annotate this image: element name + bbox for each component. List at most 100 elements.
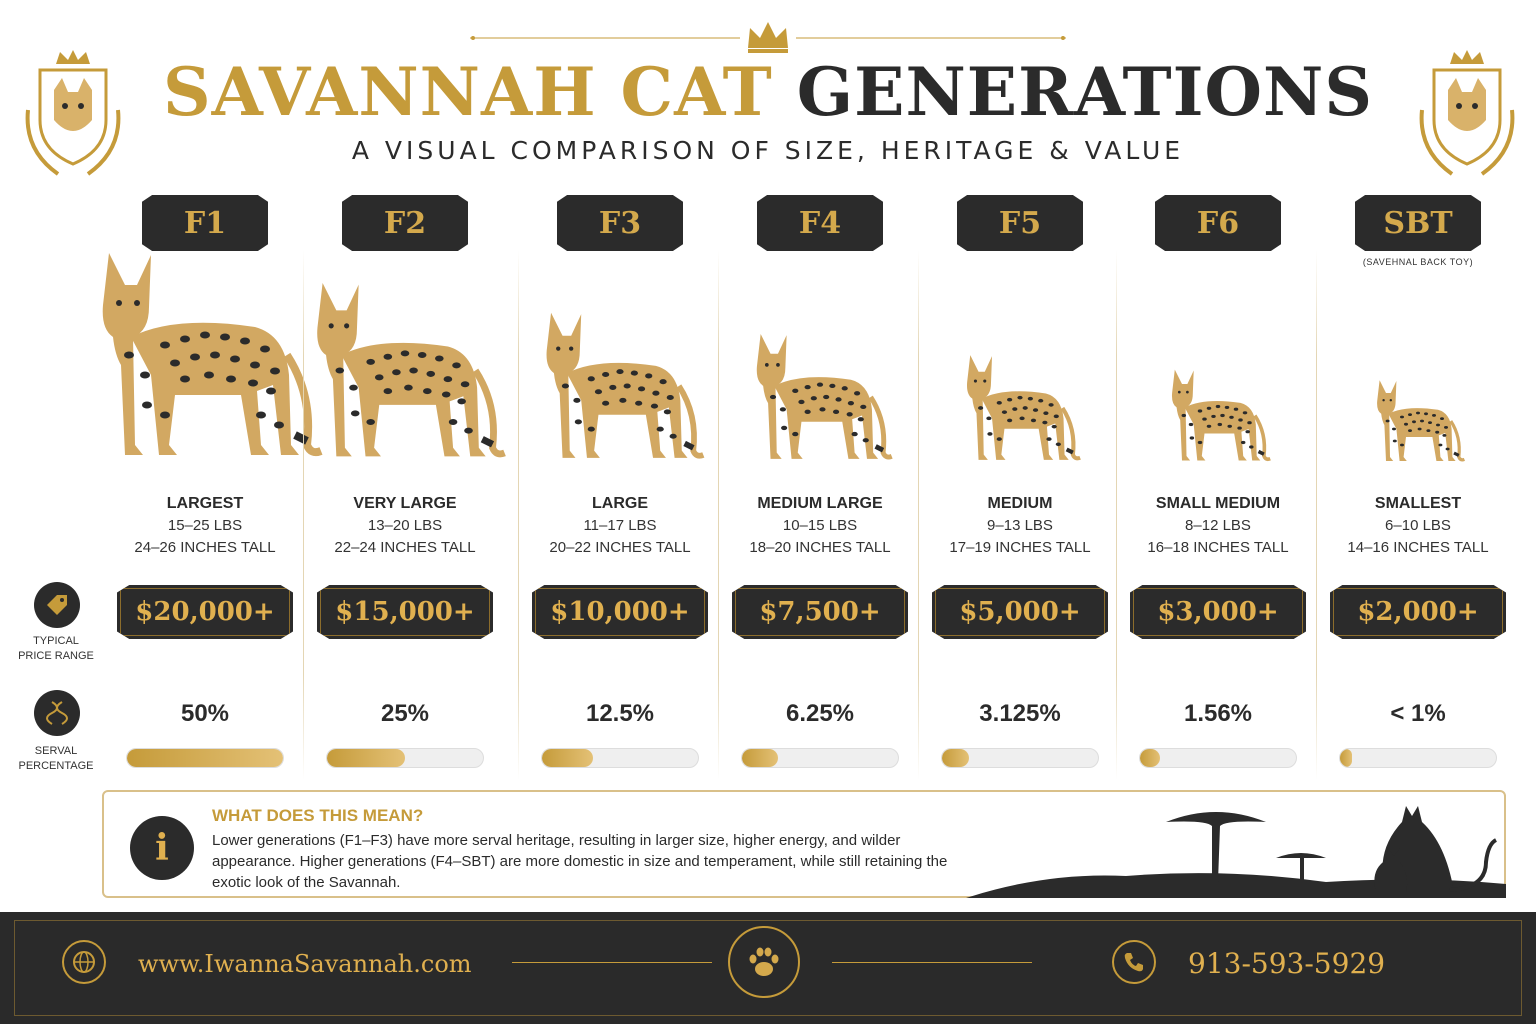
column-divider <box>1116 250 1117 780</box>
price-badge: $2,000+ <box>1330 585 1506 639</box>
info-title: WHAT DOES THIS MEAN? <box>212 806 424 825</box>
generation-column-f3: F3 LARGE 11–17 LBS 20–22 INCHES TALL $10,000… <box>520 195 720 780</box>
footer-divider <box>832 962 1032 963</box>
size-label: SMALLEST <box>1374 495 1462 512</box>
title-part1: SAVANNAH CAT <box>162 53 773 131</box>
size-label: MEDIUM LARGE <box>757 495 883 512</box>
price-badge: $15,000+ <box>317 585 493 639</box>
generation-column-f4: F4 MEDIUM LARGE 10–15 LBS 18–20 INCHES TALL… <box>720 195 920 780</box>
serval-bar <box>1339 748 1497 768</box>
serval-bar-fill <box>327 749 405 767</box>
generation-column-f5: F5 MEDIUM 9–13 LBS 17–19 INCHES TALL $5,000+… <box>920 195 1120 780</box>
info-box: i WHAT DOES THIS MEAN? Lower generations… <box>102 790 1506 898</box>
generation-badge: F1 <box>142 195 268 251</box>
height-range: 20–22 INCHES TALL <box>549 539 691 556</box>
price-badge: $5,000+ <box>932 585 1108 639</box>
serval-bar-fill <box>1340 749 1353 767</box>
serval-percentage: 3.125% <box>979 700 1061 727</box>
weight-range: 15–25 LBS <box>167 517 243 534</box>
serval-bar <box>326 748 484 768</box>
website-link[interactable]: www.IwannaSavannah.com <box>138 950 472 978</box>
serval-bar <box>741 748 899 768</box>
weight-range: 9–13 LBS <box>987 517 1053 534</box>
height-range: 17–19 INCHES TALL <box>949 539 1091 556</box>
cat-crest-icon <box>25 50 121 176</box>
savanna-silhouette <box>966 806 1506 898</box>
serval-percentage: < 1% <box>1390 700 1446 727</box>
generation-badge: F3 <box>557 195 683 251</box>
weight-range: 11–17 LBS <box>583 517 657 534</box>
generation-badge: F6 <box>1155 195 1281 251</box>
generation-badge: SBT <box>1355 195 1481 251</box>
cat-image <box>302 276 508 470</box>
serval-percentage: 1.56% <box>1183 700 1253 727</box>
serval-bar-fill <box>942 749 969 767</box>
cat-crest-icon <box>1419 50 1515 176</box>
serval-row-label: SERVAL PERCENTAGE <box>18 745 94 772</box>
price-badge: $20,000+ <box>117 585 293 639</box>
serval-percentage: 12.5% <box>585 700 655 727</box>
serval-bar <box>541 748 699 768</box>
cat-image <box>746 329 895 470</box>
serval-bar-fill <box>742 749 778 767</box>
column-divider <box>718 250 719 780</box>
size-label: VERY LARGE <box>353 495 457 512</box>
cat-image <box>958 351 1083 470</box>
generation-badge: F2 <box>342 195 468 251</box>
height-range: 24–26 INCHES TALL <box>134 539 276 556</box>
price-tag-icon <box>34 582 80 628</box>
price-badge: $7,500+ <box>732 585 908 639</box>
column-divider <box>918 250 919 780</box>
column-divider <box>1316 250 1317 780</box>
serval-percentage: 25% <box>380 700 430 727</box>
price-value: $3,000+ <box>1157 597 1279 627</box>
weight-range: 10–15 LBS <box>782 517 858 534</box>
height-range: 22–24 INCHES TALL <box>334 539 476 556</box>
phone-link[interactable]: 913-593-5929 <box>1188 947 1386 980</box>
serval-percentage: 6.25% <box>785 700 855 727</box>
generation-column-sbt: SBT (SAVEHNAL BACK TOY) SMALLEST 6–10 LBS 14… <box>1318 195 1518 780</box>
page-title: SAVANNAH CAT GENERATIONS <box>0 52 1536 132</box>
info-text: Lower generations (F1–F3) have more serv… <box>212 832 948 891</box>
serval-bar <box>941 748 1099 768</box>
serval-bar <box>1139 748 1297 768</box>
size-label: LARGE <box>592 495 648 512</box>
phone-icon <box>1112 940 1156 984</box>
height-range: 16–18 INCHES TALL <box>1147 539 1289 556</box>
serval-bar-fill <box>127 749 283 767</box>
footer: www.IwannaSavannah.com 913-593-5929 <box>0 912 1536 1024</box>
cat-image <box>1164 366 1272 470</box>
cat-image <box>534 307 707 470</box>
price-value: $5,000+ <box>959 597 1081 627</box>
serval-bar <box>126 748 284 768</box>
generation-column-f2: F2 VERY LARGE 13–20 LBS 22–24 INCHES TALL $1… <box>302 195 508 780</box>
column-divider <box>518 250 519 780</box>
generation-column-f6: F6 SMALL MEDIUM 8–12 LBS 16–18 INCHES TALL $… <box>1118 195 1318 780</box>
crown-icon <box>470 22 1066 53</box>
generation-badge: F4 <box>757 195 883 251</box>
height-range: 18–20 INCHES TALL <box>749 539 891 556</box>
footer-divider <box>512 962 712 963</box>
cat-image <box>1370 377 1466 470</box>
generation-badge: F5 <box>957 195 1083 251</box>
price-value: $20,000+ <box>135 597 275 627</box>
price-badge: $3,000+ <box>1130 585 1306 639</box>
size-label: LARGEST <box>166 495 244 512</box>
serval-bar-fill <box>542 749 594 767</box>
title-part2: GENERATIONS <box>796 53 1374 131</box>
price-value: $2,000+ <box>1357 597 1479 627</box>
header: SAVANNAH CAT GENERATIONS A VISUAL COMPAR… <box>0 0 1536 180</box>
price-value: $15,000+ <box>335 597 475 627</box>
generation-column-f1: F1 LARGEST 15–25 LBS 24–26 INCHES TALL $20,0… <box>102 195 323 780</box>
weight-range: 8–12 LBS <box>1185 517 1251 534</box>
info-icon: i <box>130 816 194 880</box>
generation-note: (SAVEHNAL BACK TOY) <box>1362 257 1474 267</box>
weight-range: 6–10 LBS <box>1385 517 1451 534</box>
height-range: 14–16 INCHES TALL <box>1347 539 1489 556</box>
price-row-label: TYPICAL PRICE RANGE <box>18 635 94 662</box>
price-badge: $10,000+ <box>532 585 708 639</box>
globe-icon <box>62 940 106 984</box>
price-value: $7,500+ <box>759 597 881 627</box>
paw-icon <box>728 926 800 998</box>
size-label: MEDIUM <box>987 495 1053 512</box>
